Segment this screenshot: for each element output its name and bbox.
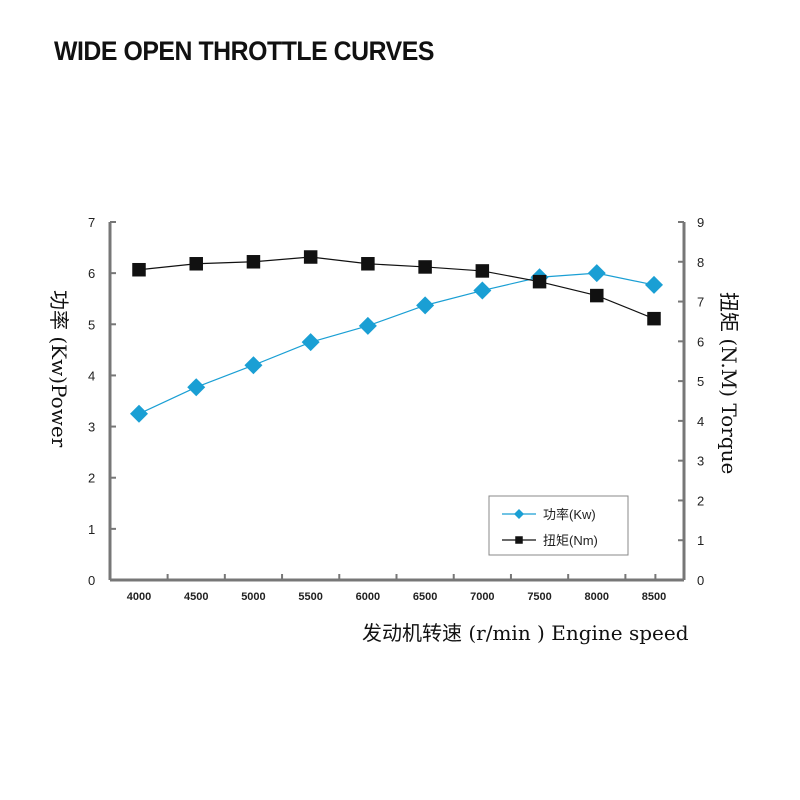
right-tick-label: 4 <box>697 414 704 429</box>
legend-label: 功率(Kw) <box>543 507 596 522</box>
power-point <box>130 404 148 423</box>
right-tick-label: 2 <box>697 493 704 508</box>
right-tick-label: 9 <box>697 215 704 230</box>
right-tick-label: 7 <box>697 295 704 310</box>
x-tick-label: 8500 <box>642 591 666 603</box>
series-line-torque <box>138 256 655 320</box>
left-tick-label: 1 <box>88 522 95 537</box>
right-tick-label: 8 <box>697 255 704 270</box>
torque-point <box>647 311 661 326</box>
left-tick-label: 3 <box>88 420 95 435</box>
x-tick-label: 4000 <box>127 591 151 603</box>
left-tick-label: 0 <box>88 573 95 588</box>
power-point <box>473 281 492 300</box>
right-tick-label: 6 <box>697 334 704 349</box>
torque-point <box>303 250 318 264</box>
torque-point <box>475 264 490 278</box>
power-point <box>187 378 206 397</box>
left-tick-label: 4 <box>88 368 95 383</box>
torque-point <box>132 262 146 277</box>
x-tick-label: 7000 <box>470 591 494 603</box>
legend-label: 扭矩(Nm) <box>543 533 598 548</box>
left-tick-label: 5 <box>88 317 95 332</box>
x-tick-label: 6500 <box>413 591 437 603</box>
power-point <box>645 275 663 294</box>
x-tick-label: 5000 <box>241 591 265 603</box>
torque-point <box>418 260 432 274</box>
x-tick-label: 6000 <box>356 591 380 603</box>
power-point <box>587 264 606 283</box>
power-point <box>244 356 263 375</box>
legend-marker <box>515 536 523 544</box>
torque-point <box>590 288 604 303</box>
x-tick-label: 8000 <box>585 591 609 603</box>
torque-point <box>189 257 203 271</box>
x-tick-label: 7500 <box>527 591 551 603</box>
torque-point <box>361 257 375 271</box>
series-line-power <box>138 272 655 415</box>
torque-point <box>246 255 261 269</box>
legend <box>488 495 629 556</box>
right-tick-label: 1 <box>697 533 704 548</box>
x-tick-label: 4500 <box>184 591 208 603</box>
right-tick-label: 3 <box>697 454 704 469</box>
chart-title: WIDE OPEN THROTTLE CURVES <box>54 36 434 66</box>
legend-marker <box>514 509 524 519</box>
x-axis-label: 发动机转速 (r/min ) Engine speed <box>362 621 689 645</box>
x-tick-label: 5500 <box>298 591 322 603</box>
right-axis-label: 扭矩 (N.M) Torque <box>717 292 741 474</box>
left-tick-label: 2 <box>88 471 95 486</box>
left-tick-label: 6 <box>88 266 95 281</box>
power-point <box>301 333 320 352</box>
torque-point <box>532 274 547 289</box>
right-tick-label: 0 <box>697 573 704 588</box>
left-axis-label: 功率 (Kw)Power <box>47 290 71 448</box>
power-point <box>358 316 377 335</box>
right-tick-label: 5 <box>697 374 704 389</box>
left-tick-label: 7 <box>88 215 95 230</box>
power-point <box>416 296 435 315</box>
